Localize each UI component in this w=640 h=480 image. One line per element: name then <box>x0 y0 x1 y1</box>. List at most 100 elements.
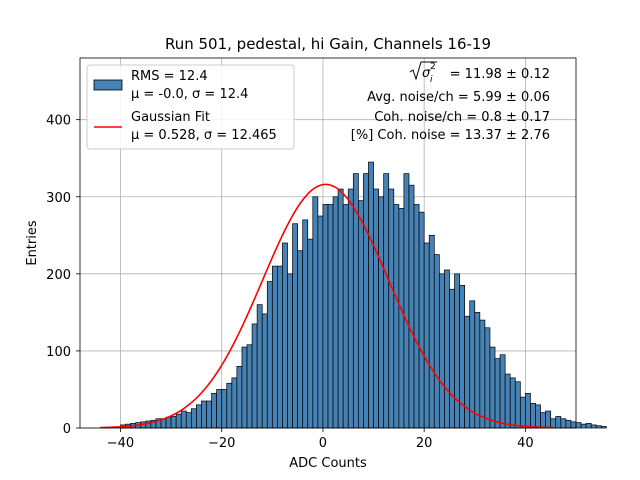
histogram-bar <box>302 219 309 429</box>
histogram-bar <box>438 273 445 429</box>
histogram-bar <box>519 396 526 429</box>
histogram-bar <box>499 354 506 429</box>
histogram-bar <box>332 196 339 429</box>
histogram-bar <box>282 242 288 429</box>
histogram-bar <box>327 204 334 429</box>
x-tick-label: −20 <box>208 436 235 451</box>
histogram-bar <box>545 410 552 429</box>
svg-text:σ: σ <box>422 66 431 81</box>
histogram-bar <box>413 204 420 429</box>
histogram-bar <box>444 269 450 429</box>
histogram-bar <box>479 319 486 429</box>
svg-text:i: i <box>430 75 433 85</box>
sqrt-sigma-symbol: σ 2 i <box>409 61 437 85</box>
histogram-bar <box>398 207 405 429</box>
y-tick-label: 100 <box>46 345 71 360</box>
histogram-bar <box>287 273 293 429</box>
histogram-bar <box>170 416 177 429</box>
histogram-bar <box>474 312 481 429</box>
y-tick-label: 200 <box>46 268 71 283</box>
histogram-bar <box>423 242 430 429</box>
histogram-bar <box>509 377 516 429</box>
histogram-bar <box>484 327 491 429</box>
histogram-bar <box>600 426 607 429</box>
histogram-bar <box>216 389 223 429</box>
x-tick-label: 20 <box>416 436 433 451</box>
x-tick-label: 0 <box>319 436 327 451</box>
histogram-bar <box>221 389 228 429</box>
histogram-bar <box>226 382 233 429</box>
histogram-bar <box>393 204 400 429</box>
histogram-bar <box>342 204 349 429</box>
histogram-bar <box>383 173 390 429</box>
y-tick-label: 300 <box>46 191 71 206</box>
histogram-bar <box>489 346 496 429</box>
histogram-bar <box>428 234 435 429</box>
histogram-bar <box>277 265 283 429</box>
histogram-bar <box>241 346 248 429</box>
histogram-bar <box>368 161 374 429</box>
histogram-bar <box>378 196 385 429</box>
histogram-bar <box>185 412 192 429</box>
histogram-bar <box>494 358 501 429</box>
histogram-bar <box>540 412 546 429</box>
histogram-bar <box>322 204 329 429</box>
annotation-coh-noise-percent: [%] Coh. noise = 13.37 ± 2.76 <box>351 128 550 143</box>
histogram-bar <box>201 400 207 429</box>
histogram-bar <box>388 188 395 429</box>
y-ticks: 0 100 200 300 400 <box>46 114 80 437</box>
histogram-bar <box>433 254 440 429</box>
legend-hist-line1: RMS = 12.4 <box>131 69 208 84</box>
histogram-bar <box>251 323 258 429</box>
x-ticks: −40 −20 0 20 40 <box>107 428 534 451</box>
legend: RMS = 12.4 μ = -0.0, σ = 12.4 Gaussian F… <box>86 64 295 150</box>
histogram-bar <box>236 365 243 429</box>
histogram-bar <box>271 265 278 429</box>
histogram-bar <box>292 223 298 429</box>
annotation-coh-noise: Coh. noise/ch = 0.8 ± 0.17 <box>374 110 550 125</box>
histogram-bar <box>469 300 476 429</box>
histogram-bar <box>560 418 567 429</box>
x-axis-label: ADC Counts <box>289 456 367 471</box>
histogram-bar <box>514 381 521 429</box>
histogram-bar <box>312 196 319 429</box>
histogram-bar <box>211 392 218 429</box>
histogram-bar <box>358 200 364 429</box>
chart-title: Run 501, pedestal, hi Gain, Channels 16-… <box>165 35 491 53</box>
histogram-bar <box>570 421 577 429</box>
annotation-sqrt-sigma-value: = 11.98 ± 0.12 <box>450 67 550 82</box>
histogram-bar <box>575 422 582 429</box>
histogram-bar <box>590 424 597 429</box>
x-tick-label: 40 <box>517 436 534 451</box>
noise-annotations: σ 2 i = 11.98 ± 0.12 Avg. noise/ch = 5.9… <box>351 61 550 143</box>
histogram-bar <box>580 423 587 429</box>
histogram-bar <box>347 188 354 429</box>
histogram-bar <box>246 344 253 429</box>
legend-fit-line1: Gaussian Fit <box>131 110 210 125</box>
histogram-bar <box>337 188 344 429</box>
legend-hist-swatch <box>93 79 123 91</box>
histogram-bar <box>595 425 602 429</box>
legend-hist-line2: μ = -0.0, σ = 12.4 <box>131 87 248 102</box>
plot-frame <box>79 57 577 429</box>
histogram-bar <box>231 377 238 429</box>
legend-fit-line2: μ = 0.528, σ = 12.465 <box>131 128 277 143</box>
histogram-bar <box>454 273 460 429</box>
histogram-bar <box>196 404 202 429</box>
histogram-bar <box>373 188 379 429</box>
histogram-bar <box>317 215 324 429</box>
gaussian-fit-curve <box>100 183 554 429</box>
histogram-bar <box>585 423 592 429</box>
histogram-bar <box>555 416 562 429</box>
y-axis-label: Entries <box>25 220 40 266</box>
histogram-bar <box>403 173 410 429</box>
histogram-bar <box>256 304 263 429</box>
histogram-bar <box>535 404 541 429</box>
legend-box <box>86 64 295 150</box>
histogram-bar <box>261 313 268 429</box>
x-tick-label: −40 <box>107 436 134 451</box>
annotation-avg-noise: Avg. noise/ch = 5.99 ± 0.06 <box>367 90 550 105</box>
histogram-bar <box>180 410 187 429</box>
histogram-bar <box>565 419 572 429</box>
